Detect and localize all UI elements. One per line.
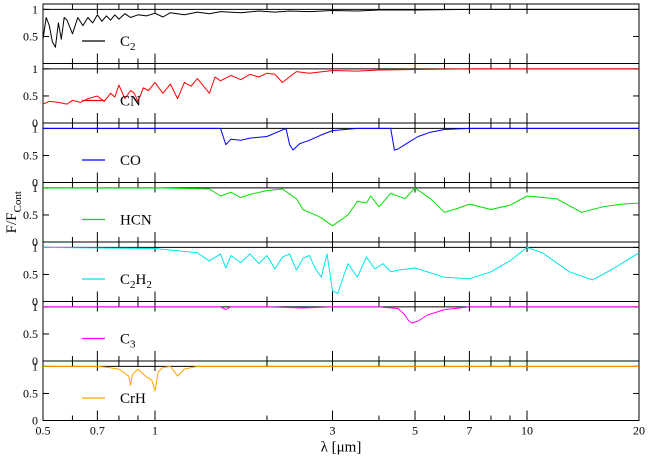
- legend-label: C2: [120, 34, 136, 53]
- legend-label: CrH: [120, 391, 146, 407]
- series-cn: [42, 68, 639, 105]
- y-tick-label: 1: [32, 181, 38, 195]
- y-tick-label: 0.5: [23, 29, 38, 43]
- series-c2: [42, 8, 639, 48]
- panel-c3: 0 0.5 1 C3: [23, 300, 640, 368]
- y-tick-label: 0: [32, 235, 38, 249]
- legend-text: CrH: [120, 391, 146, 407]
- legend-subscript: 2: [130, 41, 136, 53]
- x-tick-label: 20: [633, 424, 645, 438]
- y-tick-label: 0: [32, 354, 38, 368]
- panel-frame: [42, 241, 640, 302]
- legend-text: C: [120, 272, 130, 288]
- y-tick-label: 1: [32, 62, 38, 76]
- series-crh: [43, 365, 639, 392]
- x-tick-label: 1: [152, 424, 158, 438]
- legend-text: CN: [120, 94, 141, 110]
- x-tick-labels: 0.5 0.7 1 3 5 7 10 20: [36, 424, 646, 438]
- x-tick-label: 7: [466, 424, 472, 438]
- x-tick-label: 0.7: [90, 424, 105, 438]
- legend-label: C3: [120, 332, 136, 351]
- legend-label: CO: [120, 153, 141, 169]
- y-axis-label-main: F/F: [4, 213, 20, 234]
- y-tick-label: 1: [32, 359, 38, 373]
- legend-text: C: [120, 34, 130, 50]
- y-tick-label: 0: [32, 414, 38, 428]
- legend-text: CO: [120, 153, 141, 169]
- y-tick-label: 1: [32, 2, 38, 16]
- y-tick-label: 0: [32, 116, 38, 130]
- legend-text: HCN: [120, 213, 152, 229]
- legend-label: C2H2: [120, 272, 152, 291]
- panel-hcn: 0 0.5 1 HCN: [23, 181, 640, 249]
- legend-subscript: 2: [130, 279, 136, 291]
- legend-subscript: 3: [130, 339, 136, 351]
- series-hcn: [43, 187, 640, 227]
- panel-cn: 0 0.5 1 CN: [23, 62, 640, 130]
- y-tick-label: 0: [32, 295, 38, 309]
- legend-text: H: [136, 272, 147, 288]
- y-axis-label: F/FCont: [4, 191, 24, 233]
- series-co: [43, 127, 639, 151]
- y-tick-label: 0.5: [23, 267, 38, 281]
- panel-frame: [42, 3, 640, 64]
- y-tick-label: 0.5: [23, 208, 38, 222]
- panel-co: 0 0.5 1 CO: [23, 121, 640, 190]
- legend-label: CN: [120, 94, 141, 110]
- y-tick-label: 0.5: [23, 89, 38, 103]
- y-tick-label: 1: [32, 121, 38, 135]
- y-tick-label: 1: [32, 300, 38, 314]
- y-tick-label: 0: [32, 176, 38, 190]
- series-c2h2: [42, 246, 640, 294]
- x-tick-label: 0.5: [36, 424, 51, 438]
- y-tick-label: 0.5: [23, 327, 38, 341]
- series-c3: [43, 306, 639, 324]
- y-tick-label: 0.5: [23, 148, 38, 162]
- panel-c2: 0.5 1 C2: [23, 2, 640, 64]
- x-axis-label: λ [μm]: [321, 440, 362, 456]
- panels: 0.51C200.51CN00.51CO00.51HCN00.51C2H200.…: [23, 2, 640, 428]
- x-tick-label: 10: [521, 424, 533, 438]
- legend-label: HCN: [120, 213, 152, 229]
- x-tick-label: 3: [329, 424, 335, 438]
- panel-crh: 0 0.5 1 CrH: [23, 359, 640, 428]
- panel-frame: [42, 301, 640, 362]
- panel-frame: [42, 360, 640, 421]
- legend-text: C: [120, 332, 130, 348]
- y-axis-label-subscript: Cont: [12, 191, 24, 212]
- legend-subscript: 2: [146, 279, 152, 291]
- x-tick-label: 5: [412, 424, 418, 438]
- y-tick-label: 1: [32, 240, 38, 254]
- y-tick-label: 0.5: [23, 386, 38, 400]
